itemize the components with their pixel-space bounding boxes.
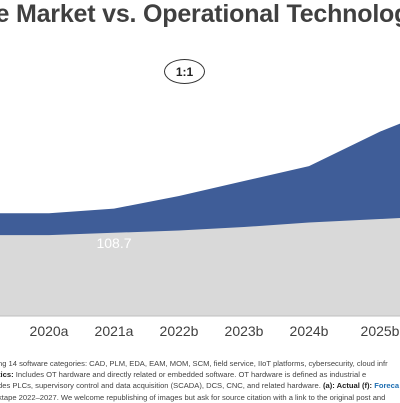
footnote-line-2: tics: Includes OT hardware and directly … [0,369,400,380]
data-labels: 108.7 [96,235,131,251]
area-series-bottom [0,218,400,316]
x-tick-label-2022b: 2022b [160,323,199,339]
x-tick-label-2020a: 2020a [30,323,69,339]
footnote-actual-label: (a): Actual (f): [323,381,373,391]
x-tick-label-2023b: 2023b [225,323,264,339]
x-axis-tick-labels: 2020a 2021a 2022b 2023b 2024b 2025b [30,323,400,339]
footnote-forecast-label: Foreca [372,381,400,391]
footnote-line-1: ng 14 software categories: CAD, PLM, EDA… [0,359,388,368]
footnote-text: Includes OT hardware and directly relate… [13,370,367,380]
ratio-badge: 1:1 [164,59,205,84]
footnotes: ng 14 software categories: CAD, PLM, EDA… [0,358,400,403]
footnote-label: tics: [0,370,14,380]
x-tick-label-2024b: 2024b [290,323,329,339]
footnote-line-3: des PLCs, supervisory control and data a… [0,380,400,391]
footnote-line-4: ktape 2022–2027. We welcome republishing… [0,392,386,402]
chart-title: re Market vs. Operational Technolog [0,0,400,28]
footnote-text: des PLCs, supervisory control and data a… [0,381,323,391]
x-tick-label-2021a: 2021a [95,323,134,339]
x-tick-label-2025b: 2025b [361,323,400,339]
data-label-2021a: 108.7 [96,235,131,251]
